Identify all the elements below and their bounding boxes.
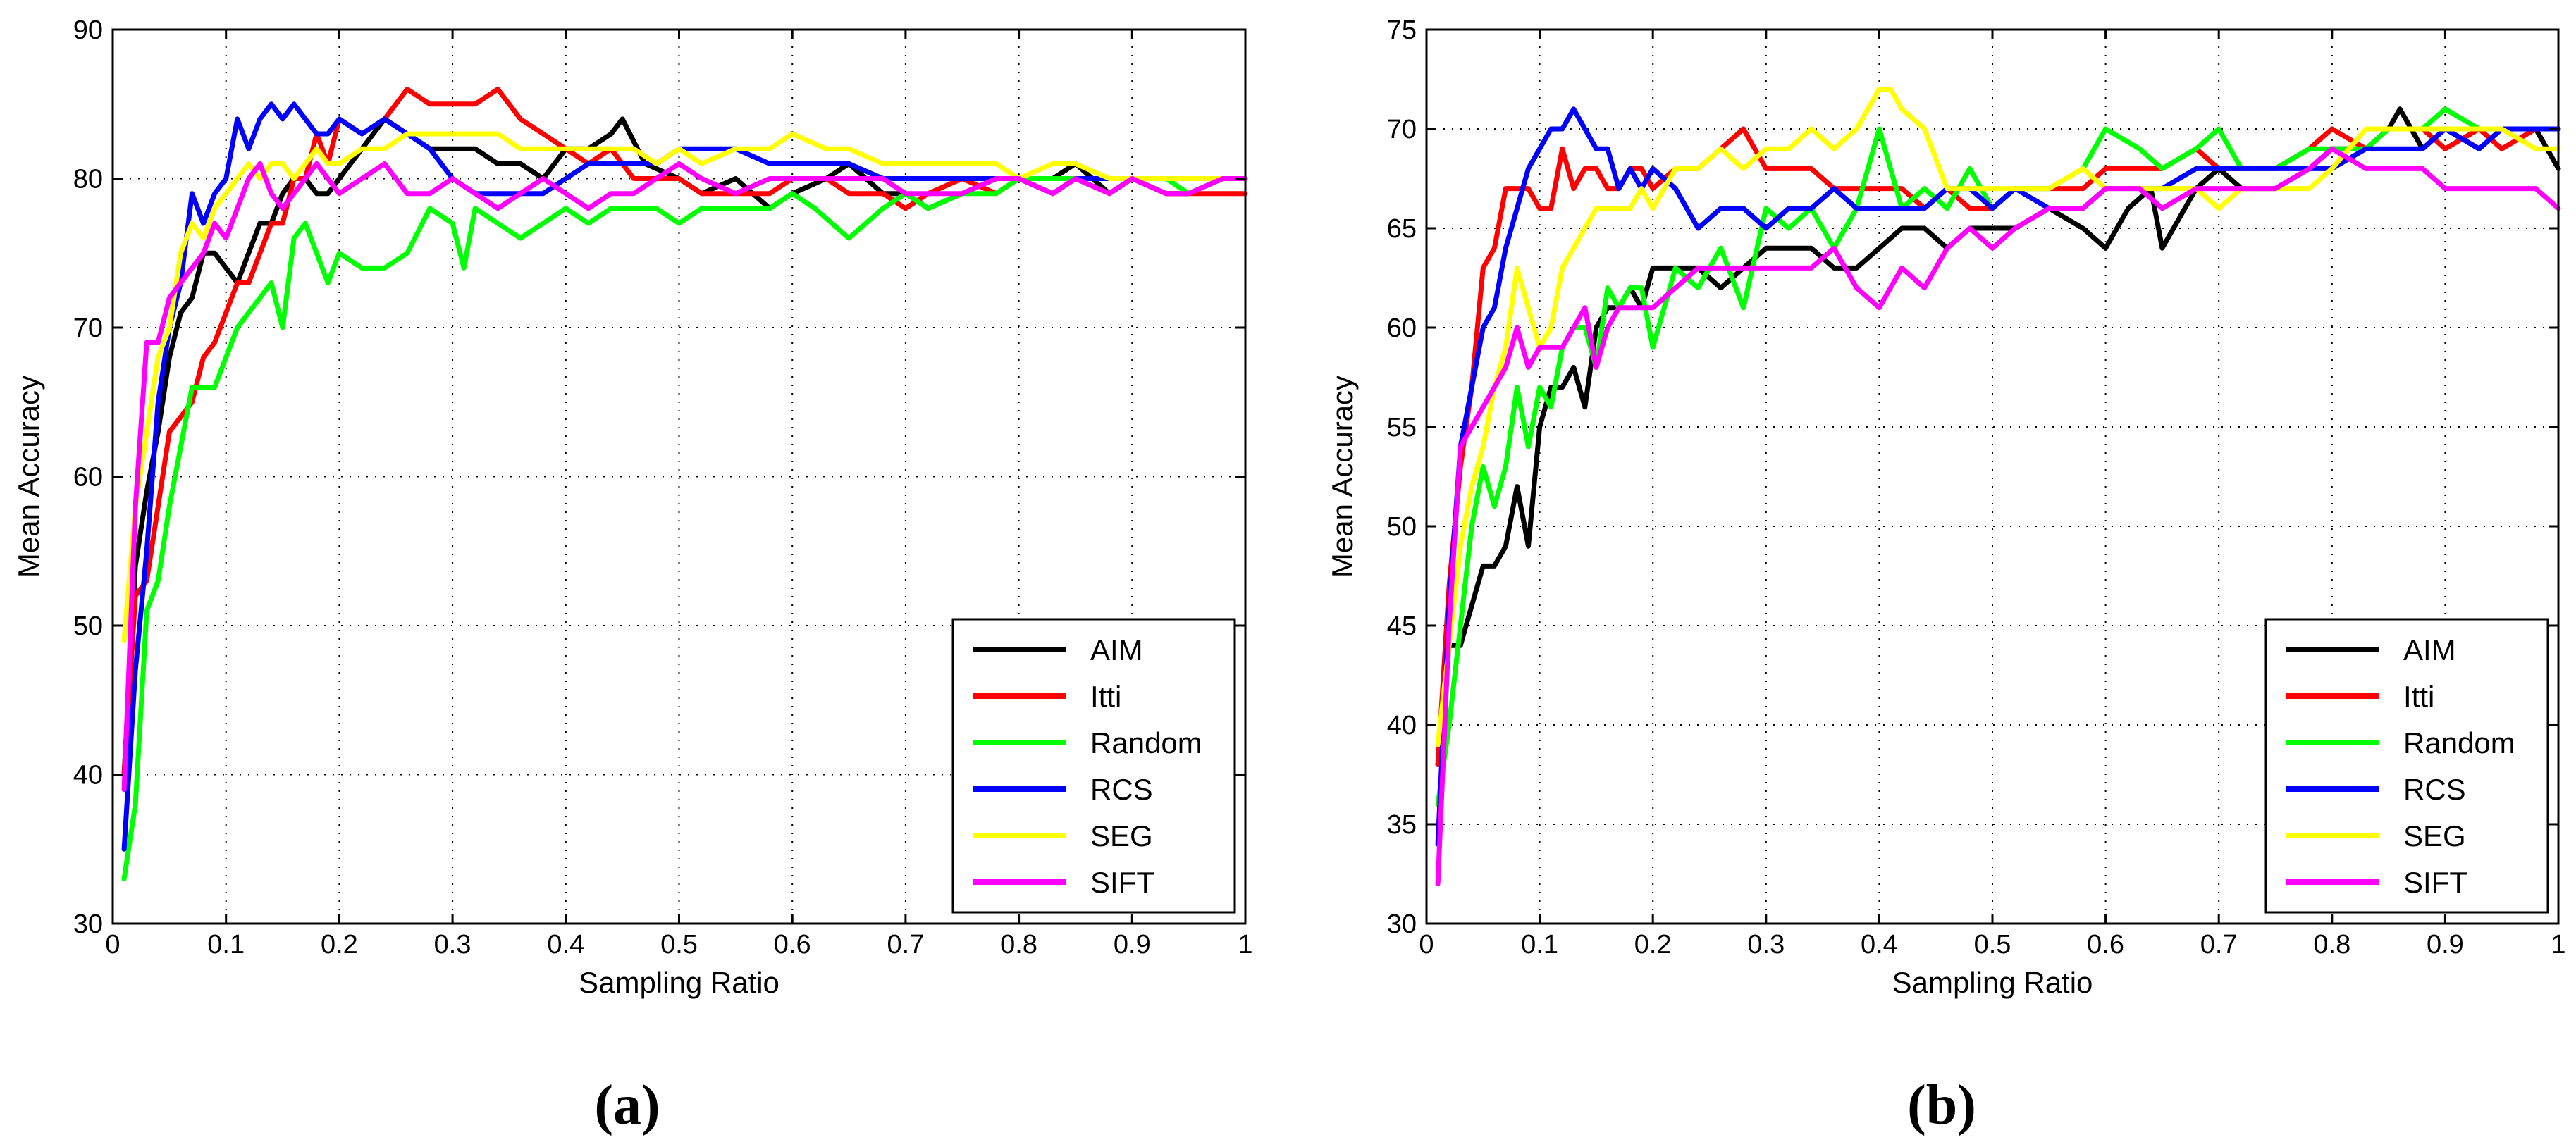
x-tick-label: 0.5 [1974,930,2011,960]
y-tick-label: 70 [73,314,103,343]
legend: AIM Itti Random RCS SEG SIFT [951,618,1236,914]
x-tick-label: 0.1 [1521,930,1558,960]
tick-marks [111,28,1247,925]
x-tick-label: 0.2 [321,930,358,960]
y-tick-label: 60 [1387,314,1417,343]
y-tick-label: 35 [1387,810,1417,840]
legend-label-itti: Itti [1090,680,1121,713]
x-tick-label: 0.4 [547,930,584,960]
legend: AIM Itti Random RCS SEG SIFT [2264,618,2549,914]
x-tick-label: 0.7 [887,930,924,960]
x-tick-label: 0.3 [434,930,472,960]
x-tick-label: 0.6 [2087,930,2124,960]
x-tick-label: 1 [1238,930,1252,960]
series-line-seg [121,131,1248,643]
y-tick-label: 30 [73,910,103,939]
x-axis-label: Sampling Ratio [1892,966,2093,999]
x-tick-label: 0.8 [2313,930,2350,960]
x-tick-label: 0.8 [1000,930,1037,960]
x-tick-label: 0.7 [2200,930,2238,960]
x-tick-label: 0.6 [774,930,811,960]
y-tick-label: 55 [1387,413,1417,442]
x-tick-label: 0.9 [1114,930,1151,960]
y-axis-label: Mean Accuracy [1326,376,1359,578]
y-tick-label: 45 [1387,612,1417,641]
tick-marks [1425,28,2560,925]
legend-label-seg: SEG [2403,819,2466,852]
series-group [1435,87,2561,887]
legend-label-random: Random [1090,726,1202,759]
x-tick-label: 0.1 [207,930,245,960]
legend-box [951,618,1236,914]
series-group [121,87,1248,881]
x-tick-label: 0.9 [2427,930,2464,960]
legend-label-random: Random [2403,726,2515,759]
x-tick-label: 0 [1419,930,1434,960]
series-line-seg [1435,87,2561,747]
y-tick-label: 65 [1387,214,1417,244]
legend-label-rcs: RCS [1090,773,1153,806]
y-tick-label: 75 [1387,15,1417,45]
panel-caption: (a) [594,1074,660,1136]
legend-label-rcs: RCS [2403,773,2466,806]
legend-label-sift: SIFT [1090,866,1154,899]
y-tick-label: 60 [73,463,103,492]
legend-box [2264,618,2549,914]
y-tick-label: 40 [73,761,103,790]
legend-label-seg: SEG [1090,819,1153,852]
legend-label-aim: AIM [2403,633,2456,666]
x-tick-label: 0.3 [1747,930,1785,960]
x-tick-label: 1 [2551,930,2565,960]
legend-label-aim: AIM [1090,633,1143,666]
x-tick-label: 0 [105,930,120,960]
chart-panel-a: 0 0.1 0.2 0.3 0.4 0.5 0.6 0.7 0.8 0.9 1 30 40 50 60 70 8… [12,15,1253,1136]
panel-caption: (b) [1907,1074,1976,1136]
x-tick-label: 0.4 [1861,930,1898,960]
series-line-random [121,176,1248,881]
y-tick-label: 40 [1387,711,1417,740]
y-tick-label: 30 [1387,910,1417,939]
y-tick-label: 90 [73,15,103,45]
series-line-sift [121,161,1248,793]
x-axis-label: Sampling Ratio [579,966,779,999]
x-tick-label: 0.2 [1634,930,1672,960]
series-line-sift [1435,146,2561,887]
y-tick-label: 80 [73,165,103,194]
legend-label-itti: Itti [2403,680,2434,713]
x-tick-label: 0.5 [660,930,698,960]
y-axis-label: Mean Accuracy [12,376,45,578]
y-tick-label: 70 [1387,115,1417,144]
y-tick-label: 50 [73,612,103,641]
y-tick-label: 50 [1387,512,1417,542]
chart-panel-b: 0 0.1 0.2 0.3 0.4 0.5 0.6 0.7 0.8 0.9 1 30 35 40 45 50 5… [1326,15,2566,1136]
legend-label-sift: SIFT [2403,866,2467,899]
